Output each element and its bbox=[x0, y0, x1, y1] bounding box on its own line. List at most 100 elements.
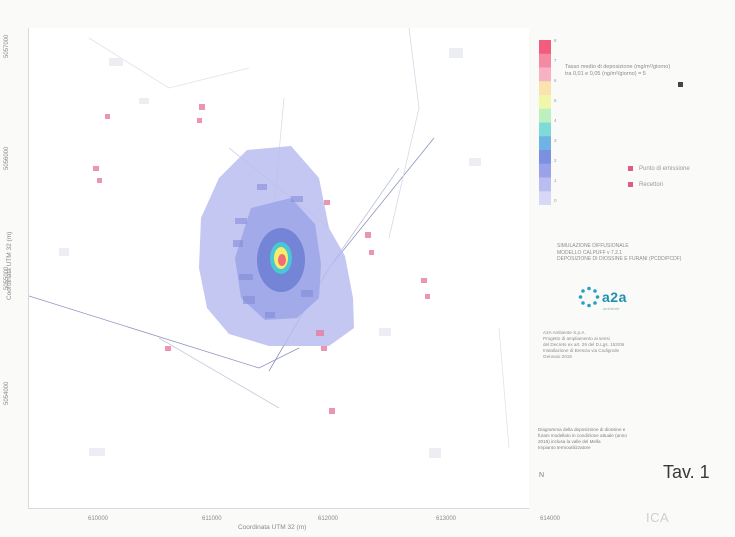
color-scale-step bbox=[539, 163, 551, 178]
emission-point-icon bbox=[628, 166, 633, 171]
sheet-number: Tav. 1 bbox=[663, 462, 710, 482]
color-scale-label: 4 bbox=[554, 118, 557, 123]
building bbox=[139, 98, 149, 104]
caption-line: furani modellato in condizione attuale (… bbox=[538, 433, 627, 438]
receptor-marker bbox=[425, 294, 430, 299]
color-scale-label: 8 bbox=[554, 38, 557, 43]
legend-item-label: Punto di emissione bbox=[639, 166, 690, 173]
receptor-marker bbox=[197, 118, 202, 123]
logo-dot bbox=[578, 295, 583, 299]
receptor-marker bbox=[105, 114, 110, 119]
receptor-marker bbox=[324, 200, 330, 205]
map-caption: Diagramma della deposizione di diossine … bbox=[538, 427, 703, 451]
color-scale-step bbox=[539, 40, 551, 55]
legend-title: Tasso medio di deposizione (mg/m²/giorno… bbox=[565, 64, 705, 78]
model-info: SIMULAZIONE DIFFUSIONALE MODELLO CALPUFF… bbox=[557, 243, 707, 263]
legend-title-line: Tasso medio di deposizione (mg/m²/giorno… bbox=[565, 64, 671, 70]
color-scale-step bbox=[539, 191, 551, 205]
color-scale-step bbox=[539, 150, 551, 165]
building bbox=[233, 240, 243, 247]
info-line: Progetto di ampliamento ai sensi bbox=[543, 336, 610, 341]
receptor-marker bbox=[365, 232, 371, 238]
road-line bbox=[388, 28, 420, 239]
receptor-marker bbox=[165, 346, 171, 351]
color-scale-step bbox=[539, 53, 551, 68]
x-tick: 613000 bbox=[436, 516, 457, 522]
north-arrow-icon: N bbox=[539, 472, 545, 479]
road-line bbox=[88, 37, 250, 89]
building bbox=[59, 248, 69, 256]
color-scale-step bbox=[539, 136, 551, 151]
map-area[interactable] bbox=[28, 28, 529, 509]
y-tick: 5056000 bbox=[4, 146, 10, 170]
y-axis-label: Coordinata UTM 32 (m) bbox=[6, 231, 13, 300]
legend-item-emission-point: Punto di emissione bbox=[628, 166, 690, 172]
color-scale-label: 1 bbox=[554, 178, 557, 183]
receptor-marker bbox=[97, 178, 102, 183]
building bbox=[109, 58, 123, 66]
color-scale-step bbox=[539, 108, 551, 123]
color-scale-step bbox=[539, 122, 551, 137]
building bbox=[265, 312, 275, 318]
building bbox=[257, 184, 267, 190]
color-scale-label: 3 bbox=[554, 138, 557, 143]
building bbox=[449, 48, 463, 58]
logo-subtitle: ambiente bbox=[603, 306, 620, 311]
info-line: del Decreto ex art. 29 del D.Lgs. 152/06 bbox=[543, 342, 625, 347]
background-features bbox=[59, 48, 481, 458]
color-scale-step bbox=[539, 81, 551, 96]
building bbox=[243, 296, 255, 304]
building bbox=[429, 448, 441, 458]
receptor-marker bbox=[316, 330, 324, 336]
logo-dot bbox=[587, 286, 591, 291]
building bbox=[89, 448, 105, 456]
info-line: Installazione di Brescia via Codignole bbox=[543, 348, 620, 353]
receptor-marker bbox=[199, 104, 205, 110]
logo-dot bbox=[595, 295, 600, 299]
a2a-logo-icon bbox=[578, 286, 600, 308]
y-tick: 5054000 bbox=[4, 381, 10, 405]
receptor-marker bbox=[369, 250, 374, 255]
road-line bbox=[498, 327, 510, 449]
info-line: MODELLO CALPUFF v 7.2.1 bbox=[557, 249, 623, 256]
logo-dot bbox=[587, 303, 591, 308]
ica-watermark: ICA bbox=[646, 510, 670, 525]
building bbox=[469, 158, 481, 166]
x-axis-label: Coordinata UTM 32 (m) bbox=[238, 524, 307, 531]
color-scale-label: 6 bbox=[554, 78, 557, 83]
deposition-map bbox=[29, 28, 510, 458]
road-line bbox=[29, 295, 300, 369]
building bbox=[235, 218, 247, 224]
building bbox=[291, 196, 303, 202]
caption-line: 2016) inclusa la valle del Mella bbox=[538, 439, 601, 444]
receptor-icon bbox=[628, 182, 633, 187]
color-scale-step bbox=[539, 95, 551, 110]
logo-dot bbox=[581, 289, 585, 293]
caption-line: Impianto termoutilizzatore bbox=[538, 445, 591, 450]
color-scale-label: 7 bbox=[554, 58, 557, 63]
info-line: DEPOSIZIONE DI DIOSSINE E FURANI (PCDD/P… bbox=[557, 256, 682, 262]
color-scale-bar bbox=[539, 40, 551, 205]
receptor-marker bbox=[329, 408, 335, 414]
logo-dot bbox=[581, 301, 585, 305]
y-tick: 5057000 bbox=[4, 34, 10, 58]
building bbox=[379, 328, 391, 336]
logo-dot bbox=[593, 289, 597, 293]
hotspot-red bbox=[278, 254, 286, 266]
x-tick: 610000 bbox=[88, 516, 109, 522]
road-line bbox=[158, 337, 280, 409]
legend-item-label: Recettori bbox=[639, 182, 664, 189]
x-tick: 614000 bbox=[540, 516, 561, 522]
color-scale-step bbox=[539, 67, 551, 82]
info-line: A2A Ambiente S.p.A. bbox=[543, 330, 586, 335]
info-line: SIMULAZIONE DIFFUSIONALE bbox=[557, 243, 629, 249]
color-scale-label: 5 bbox=[554, 98, 557, 103]
receptors bbox=[93, 104, 430, 414]
building bbox=[301, 290, 313, 297]
legend-item-receptors: Recettori bbox=[628, 182, 663, 188]
legend-marker-icon bbox=[678, 82, 683, 87]
x-tick: 612000 bbox=[318, 516, 339, 522]
building bbox=[239, 274, 253, 280]
project-info: A2A Ambiente S.p.A. Progetto di ampliame… bbox=[543, 330, 693, 360]
